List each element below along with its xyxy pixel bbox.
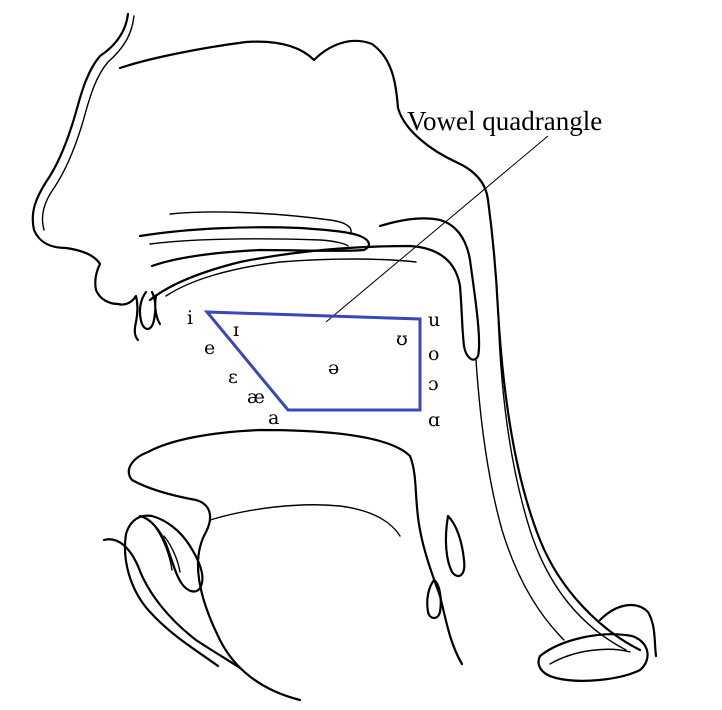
vowel-ae: æ [247,386,265,408]
trachea-ring [537,633,649,682]
palate-outline [148,217,481,361]
trachea-back [598,603,658,658]
tongue-outline [146,428,464,666]
velum-curve [165,258,417,297]
vowel-o: o [428,343,439,365]
lower-lip-outline [123,514,220,668]
label-leader-line [325,135,549,323]
pharynx-back-wall [497,309,627,651]
turbinate-line [169,211,352,235]
epiglottis-outline [444,514,466,578]
vowel-u: u [428,309,440,331]
vowel-a: a [268,407,279,429]
face-profile-outline [31,12,140,342]
lower-teeth-outline [155,527,181,573]
hyoid-outline [426,578,442,620]
pharynx-inner-wall [475,359,565,641]
vowel-script-a: ɑ [428,409,440,431]
vowel-i: i [187,307,193,329]
vowel-epsilon: ɛ [228,366,238,388]
vowel-quadrangle [203,310,422,412]
vowel-open-o: ɔ [428,373,439,395]
vowel-small-i: ɪ [233,319,239,341]
tongue-inner-line [209,504,401,537]
nasal-passage-outline [138,226,370,268]
upper-teeth-outline [138,290,162,330]
trachea-ring-inner [549,648,631,665]
vowel-upsilon: ʊ [396,328,408,350]
nasal-cavity-outline [118,39,642,652]
vowel-schwa: ə [328,357,339,379]
face-profile-inner [41,15,135,231]
chin-outline [102,538,242,670]
diagram-title: Vowel quadrangle [407,106,602,136]
lower-jaw-outline [127,450,302,702]
vowel-e: e [204,337,215,359]
turbinate-line-2 [149,238,349,247]
